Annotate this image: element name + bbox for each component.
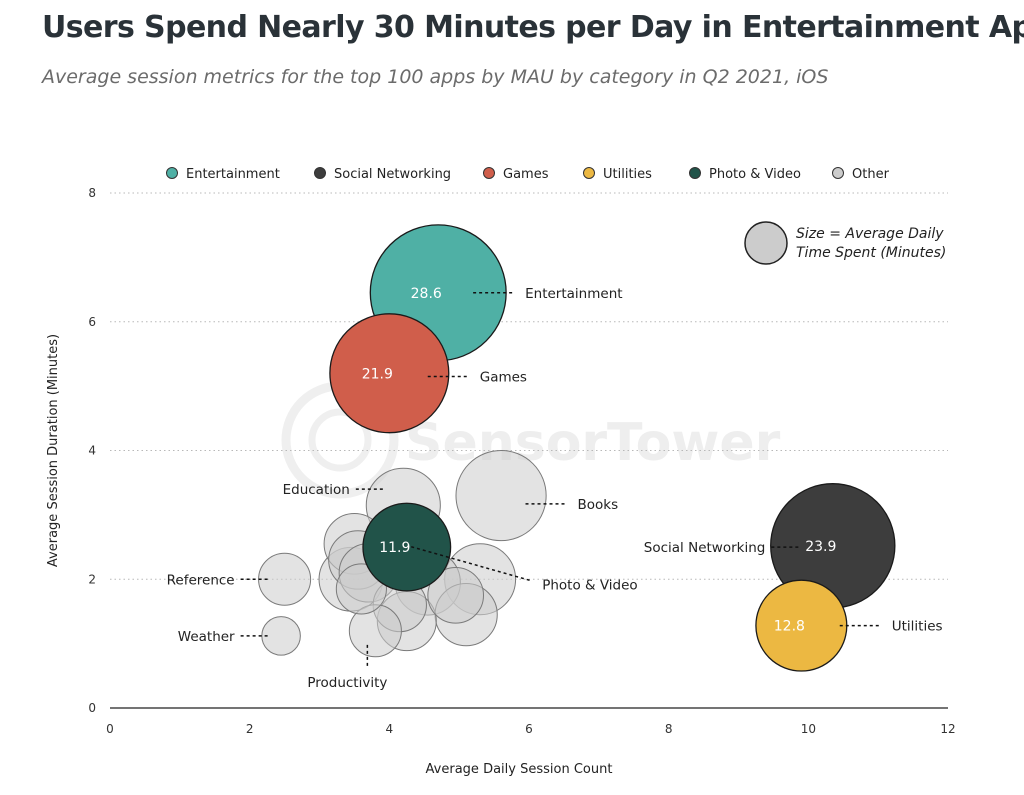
legend-photo-video-swatch: [689, 167, 701, 179]
callout-weather-label: Weather: [178, 629, 235, 645]
y-tick-label-0: 0: [88, 701, 96, 715]
x-tick-label-8: 8: [665, 722, 673, 736]
bubble-layer: [258, 224, 896, 672]
watermark-text: SensorTower: [405, 413, 781, 473]
x-tick-label-4: 4: [386, 722, 394, 736]
size-note-line-2: Time Spent (Minutes): [796, 245, 946, 261]
chart-title: Users Spend Nearly 30 Minutes per Day in…: [42, 10, 1024, 45]
callout-photo-video-leader: [411, 545, 532, 582]
x-axis-label: Average Daily Session Count: [426, 762, 613, 777]
watermark-logo-inner-ring: [308, 408, 372, 472]
callout-entertainment-label: Entertainment: [525, 286, 622, 302]
x-tick-label-0: 0: [106, 722, 114, 736]
callout-books-label: Books: [578, 497, 619, 513]
bubble-value-20: 12.8: [774, 619, 805, 635]
x-tick-label-2: 2: [246, 722, 254, 736]
bubble-other-15: [261, 616, 301, 656]
callout-reference-label: Reference: [167, 572, 235, 588]
legend-entertainment-label: Entertainment: [186, 167, 280, 182]
y-axis-label: Average Session Duration (Minutes): [46, 334, 61, 567]
bubble-other-14: [258, 552, 312, 606]
legend-social-networking-swatch: [314, 167, 326, 179]
callout-layer: Entertainment Games Education Books Social N…: [167, 286, 943, 691]
y-tick-label-8: 8: [88, 186, 96, 200]
bubble-other-9: [427, 567, 484, 624]
bubble-value-17: 21.9: [362, 366, 393, 382]
callout-education-label: Education: [283, 482, 350, 498]
size-note: Size = Average Daily Time Spent (Minutes…: [744, 221, 946, 265]
legend-entertainment-swatch: [166, 167, 178, 179]
chart-subtitle: Average session metrics for the top 100 …: [42, 66, 829, 88]
y-tick-label-6: 6: [88, 315, 96, 329]
y-tick-label-2: 2: [88, 572, 96, 586]
x-tick-label-10: 10: [801, 722, 816, 736]
legend: Entertainment Social Networking Games Utili…: [166, 167, 890, 182]
x-tick-label-6: 6: [525, 722, 533, 736]
legend-other-label: Other: [852, 167, 890, 182]
size-note-bubble-icon: [744, 221, 788, 265]
y-tick-label-4: 4: [88, 444, 96, 458]
bubble-value-18: 11.9: [379, 540, 410, 556]
legend-games-label: Games: [503, 167, 549, 182]
legend-photo-video-label: Photo & Video: [709, 167, 801, 182]
legend-utilities-swatch: [583, 167, 595, 179]
callout-photo-video-label: Photo & Video: [542, 578, 637, 594]
x-tick-label-12: 12: [940, 722, 955, 736]
legend-other-swatch: [832, 167, 844, 179]
bubble-games-17: [329, 313, 450, 434]
legend-social-networking-label: Social Networking: [334, 167, 451, 182]
callout-utilities-label: Utilities: [892, 619, 943, 635]
bubble-value-layer: 28.6 23.9 21.9 12.8 11.9: [362, 286, 837, 635]
callout-games-label: Games: [480, 369, 527, 385]
callout-social-networking-label: Social Networking: [644, 540, 766, 556]
bubble-value-19: 23.9: [805, 539, 836, 555]
bubble-value-16: 28.6: [411, 286, 442, 302]
size-note-line-1: Size = Average Daily: [796, 226, 944, 242]
bubble-photo-video-18: [362, 502, 452, 592]
bubble-other-0: [455, 449, 547, 542]
legend-games-swatch: [483, 167, 495, 179]
legend-utilities-label: Utilities: [603, 167, 652, 182]
callout-productivity-label: Productivity: [307, 675, 387, 691]
axis-layer: 0 2 4 6 8 10 12 0 2 4 6 8 Average Daily Session Coun…: [46, 186, 956, 777]
